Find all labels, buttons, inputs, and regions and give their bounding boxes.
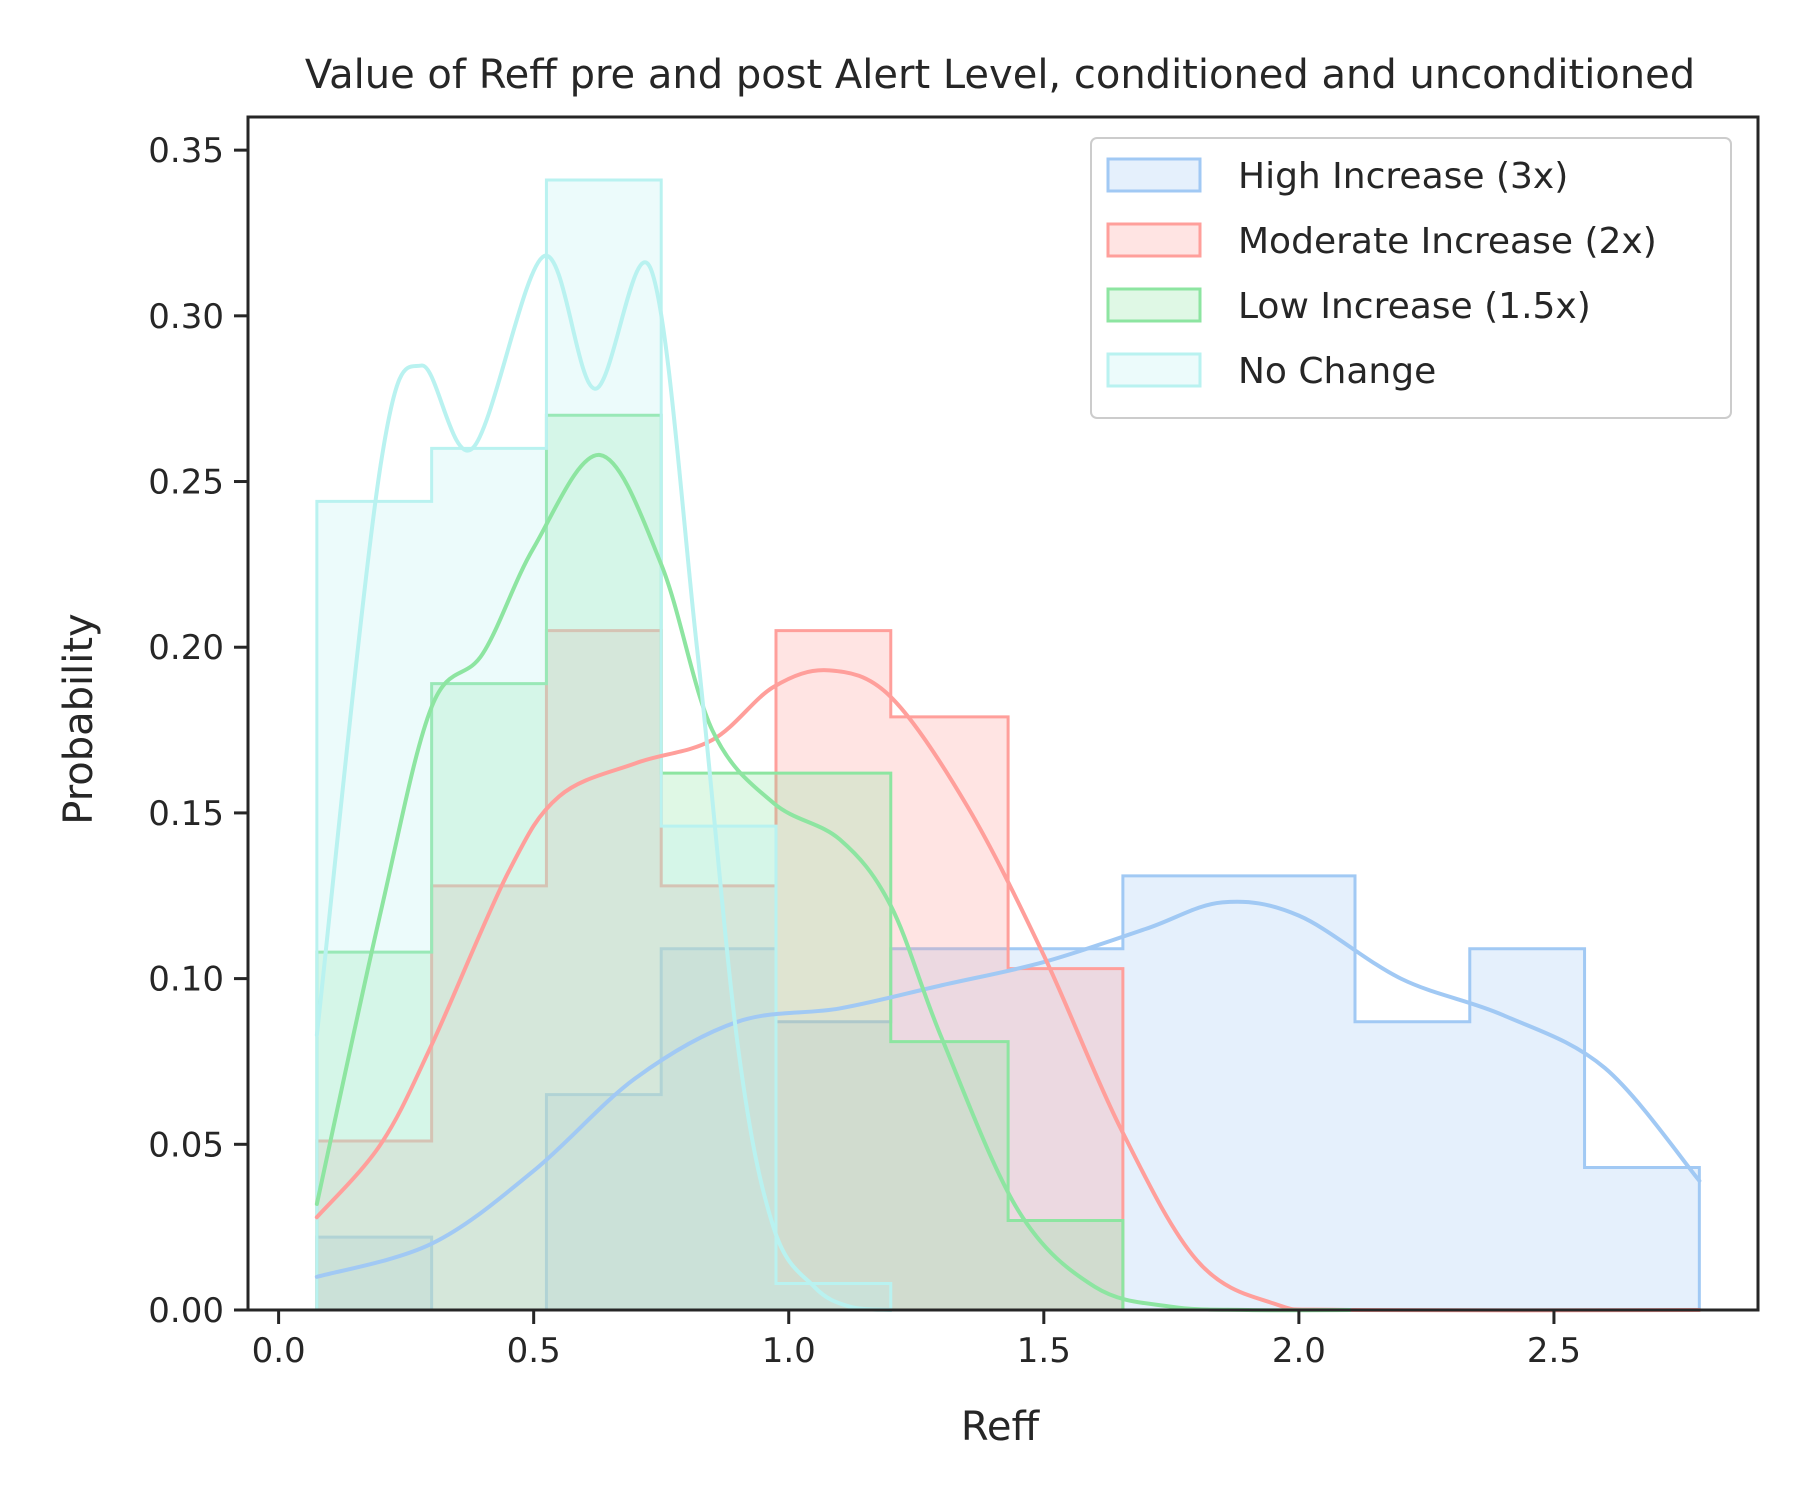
legend-label: No Change [1238,351,1436,392]
legend-label: High Increase (3x) [1238,156,1568,197]
y-tick-label: 0.00 [148,1291,224,1331]
kde-curve-2 [314,453,1352,1313]
x-tick-label: 2.0 [1272,1331,1326,1371]
histogram-bars [315,178,1701,1312]
legend-swatch [1106,222,1202,258]
kde-curve-0 [314,899,1702,1279]
x-tick-label: 1.5 [1017,1331,1071,1371]
x-tick-label: 0.5 [507,1331,561,1371]
plot-frame [246,115,1760,1312]
y-axis-ticks: 0.00 0.05 0.10 0.15 0.20 0.25 0.30 0.35 [148,131,248,1331]
y-tick-label: 0.20 [148,628,224,668]
legend-label: Low Increase (1.5x) [1238,286,1591,327]
kde-curve-1 [314,668,1702,1313]
legend-label: Moderate Increase (2x) [1238,221,1657,262]
legend-box [1090,137,1732,419]
legend-swatch [1106,352,1202,388]
x-axis-ticks: 0.0 0.5 1.0 1.5 2.0 2.5 [252,1310,1581,1371]
legend-swatch [1106,287,1202,323]
y-tick-label: 0.15 [148,794,224,834]
chart-title: Value of Reff pre and post Alert Level, … [305,52,1695,98]
histogram-series-3 [315,178,893,1312]
x-axis-label: Reff [961,1404,1041,1450]
kde-curve-3 [314,254,893,1312]
y-tick-label: 0.30 [148,297,224,337]
kde-curves [314,254,1702,1313]
legend-swatch [1106,157,1202,193]
y-axis-label: Probability [56,613,102,824]
x-tick-label: 2.5 [1527,1331,1581,1371]
y-tick-label: 0.35 [148,131,224,171]
legend: High Increase (3x) Moderate Increase (2x)… [1090,137,1732,419]
y-tick-label: 0.05 [148,1125,224,1165]
y-tick-label: 0.25 [148,463,224,503]
x-tick-label: 1.0 [762,1331,816,1371]
y-tick-label: 0.10 [148,960,224,1000]
x-tick-label: 0.0 [252,1331,306,1371]
